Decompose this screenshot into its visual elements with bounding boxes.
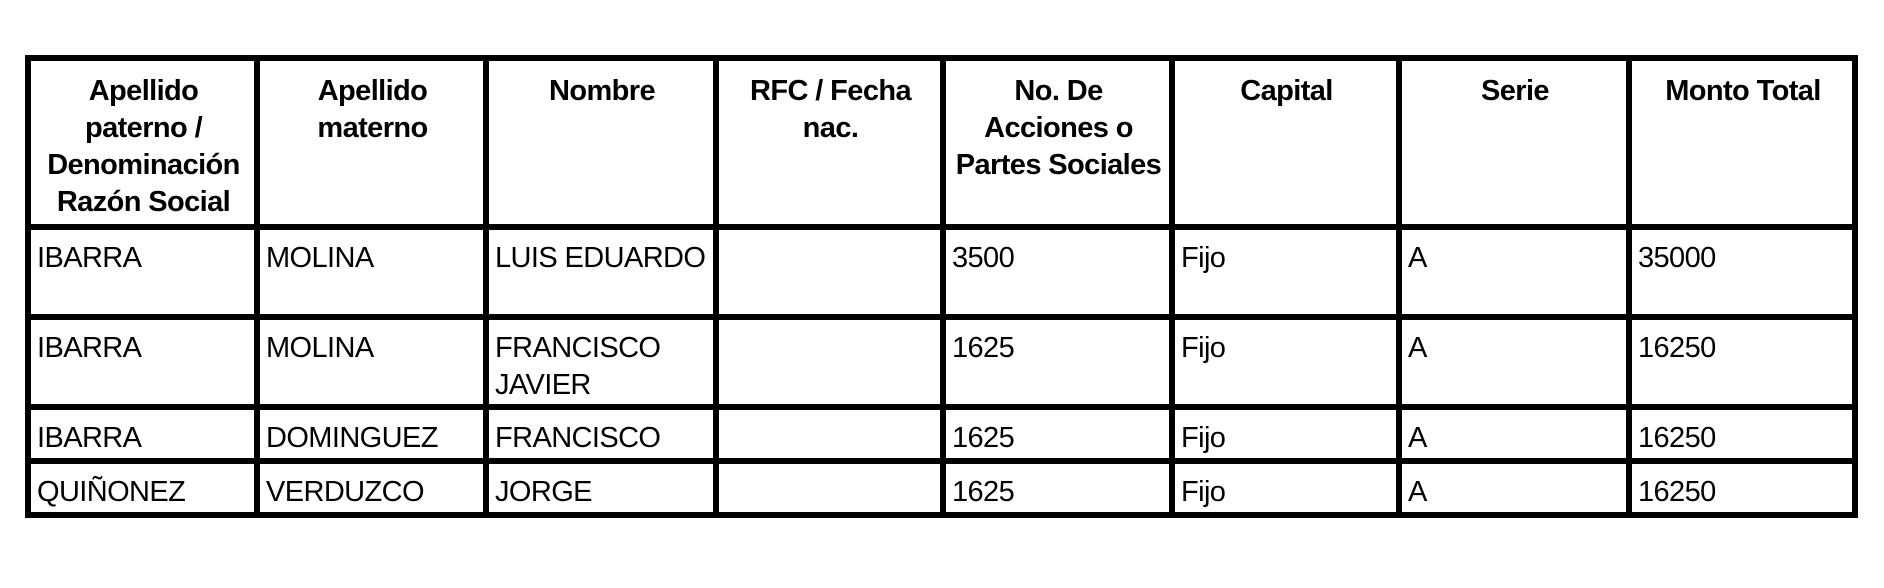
cell — [713, 458, 946, 518]
cell: 3500 — [940, 224, 1175, 320]
cell: A — [1396, 314, 1632, 410]
cell: 35000 — [1626, 224, 1858, 320]
cell: A — [1396, 458, 1632, 518]
table-row: IBARRA MOLINA FRANCISCO JAVIER 1625 Fijo… — [25, 314, 1858, 410]
cell: IBARRA — [25, 314, 260, 410]
cell: FRANCISCO JAVIER — [483, 314, 719, 410]
cell: 16250 — [1626, 458, 1858, 518]
header-acciones: No. De Acciones o Partes Sociales — [940, 55, 1175, 230]
cell: Fijo — [1169, 404, 1402, 464]
cell — [713, 404, 946, 464]
cell: MOLINA — [254, 314, 489, 410]
cell: Fijo — [1169, 458, 1402, 518]
cell: Fijo — [1169, 314, 1402, 410]
table-row: IBARRA MOLINA LUIS EDUARDO 3500 Fijo A 3… — [25, 224, 1858, 320]
cell: MOLINA — [254, 224, 489, 320]
cell: QUIÑONEZ — [25, 458, 260, 518]
cell: DOMINGUEZ — [254, 404, 489, 464]
cell: JORGE — [483, 458, 719, 518]
cell: 1625 — [940, 314, 1175, 410]
header-capital: Capital — [1169, 55, 1402, 230]
header-nombre: Nombre — [483, 55, 719, 230]
cell: 1625 — [940, 458, 1175, 518]
cell: VERDUZCO — [254, 458, 489, 518]
header-serie: Serie — [1396, 55, 1632, 230]
cell: LUIS EDUARDO — [483, 224, 719, 320]
shareholders-table: Apellido paterno / Denominación Razón So… — [25, 55, 1858, 518]
header-row: Apellido paterno / Denominación Razón So… — [25, 55, 1858, 230]
cell — [713, 314, 946, 410]
header-apellido-materno: Apellido materno — [254, 55, 489, 230]
cell: A — [1396, 224, 1632, 320]
cell: FRANCISCO — [483, 404, 719, 464]
header-apellido-paterno: Apellido paterno / Denominación Razón So… — [25, 55, 260, 230]
table-row: QUIÑONEZ VERDUZCO JORGE 1625 Fijo A 1625… — [25, 458, 1858, 518]
cell: IBARRA — [25, 224, 260, 320]
cell: 16250 — [1626, 404, 1858, 464]
cell: IBARRA — [25, 404, 260, 464]
header-rfc: RFC / Fecha nac. — [713, 55, 946, 230]
cell — [713, 224, 946, 320]
header-monto-total: Monto Total — [1626, 55, 1858, 230]
table-row: IBARRA DOMINGUEZ FRANCISCO 1625 Fijo A 1… — [25, 404, 1858, 464]
cell: Fijo — [1169, 224, 1402, 320]
cell: A — [1396, 404, 1632, 464]
cell: 1625 — [940, 404, 1175, 464]
cell: 16250 — [1626, 314, 1858, 410]
